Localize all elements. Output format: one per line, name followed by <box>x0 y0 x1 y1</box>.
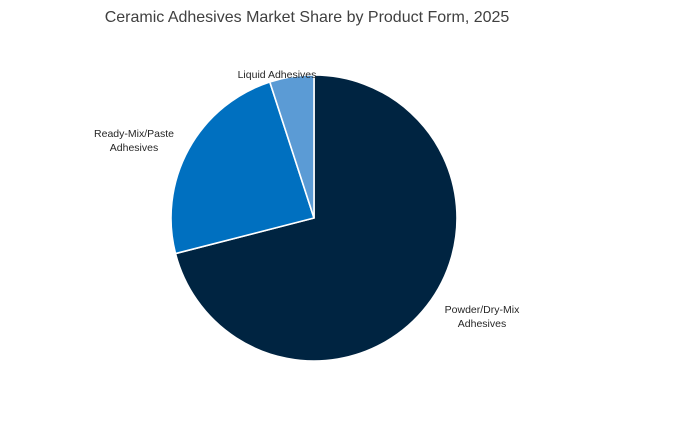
slice-labels: Powder/Dry-Mix Adhesives Ready-Mix/Paste Ad… <box>94 69 520 330</box>
chart-title: Ceramic Adhesives Market Share by Produc… <box>105 9 510 26</box>
slice-label-liquid-adhesives: Liquid Adhesives <box>238 69 317 81</box>
slice-label-powder-dry-mix-adhesives: Powder/Dry-Mix Adhesives <box>445 304 520 330</box>
pie-slice-powder-dry-mix-adhesives <box>174 74 458 362</box>
pie-slices <box>170 74 458 362</box>
slice-label-ready-mix-paste-adhesives: Ready-Mix/Paste Adhesives <box>94 128 174 154</box>
pie-slice-liquid-adhesives <box>269 74 315 219</box>
pie-slice-ready-mix-paste-adhesives <box>170 81 315 255</box>
